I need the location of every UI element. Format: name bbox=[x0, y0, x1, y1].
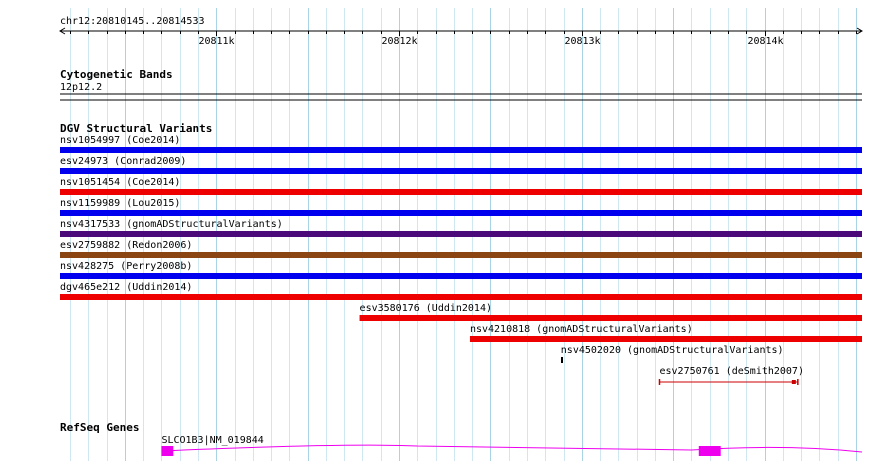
refseq-gene-label: SLCO1B3|NM_019844 bbox=[161, 435, 263, 446]
ruler-tick-label: 20814k bbox=[747, 36, 783, 47]
dgv-variant[interactable]: nsv4210818 (gnomADStructuralVariants) bbox=[469, 324, 862, 342]
dgv-variant[interactable]: dgv465e212 (Uddin2014) bbox=[60, 282, 862, 300]
dgv-variant-bar[interactable] bbox=[561, 357, 563, 363]
dgv-variant[interactable]: nsv1051454 (Coe2014) bbox=[60, 177, 862, 195]
dgv-variant-label: dgv465e212 (Uddin2014) bbox=[60, 282, 192, 293]
dgv-variant-bar[interactable] bbox=[359, 315, 862, 321]
refseq-gene[interactable]: SLCO1B3|NM_019844 bbox=[161, 435, 863, 456]
ruler-tick-label: 20811k bbox=[198, 36, 234, 47]
region-label: chr12:20810145..20814533 bbox=[60, 16, 205, 27]
dgv-variant[interactable]: esv24973 (Conrad2009) bbox=[60, 156, 862, 174]
dgv-variant-bar[interactable] bbox=[60, 210, 862, 216]
dgv-variant-label: nsv4317533 (gnomADStructuralVariants) bbox=[60, 219, 283, 230]
dgv-variant-label: esv2759882 (Redon2006) bbox=[60, 240, 192, 251]
dgv-variant-label: esv24973 (Conrad2009) bbox=[60, 156, 186, 167]
dgv-variant[interactable]: nsv4317533 (gnomADStructuralVariants) bbox=[60, 219, 862, 237]
ruler-right-arrow bbox=[856, 27, 863, 35]
dgv-variant[interactable]: nsv1054997 (Coe2014) bbox=[60, 135, 862, 153]
dgv-variant-list: nsv1054997 (Coe2014) esv24973 (Conrad2009… bbox=[60, 135, 862, 385]
refseq-gene-track: SLCO1B3|NM_019844 bbox=[161, 435, 863, 456]
dgv-variant-bar[interactable] bbox=[60, 273, 862, 279]
dgv-variant[interactable]: nsv4502020 (gnomADStructuralVariants) bbox=[561, 345, 784, 363]
dgv-variant[interactable]: esv2759882 (Redon2006) bbox=[60, 240, 862, 258]
refseq-exon[interactable] bbox=[161, 446, 174, 456]
dgv-variant-marker bbox=[791, 380, 796, 384]
dgv-variant-label: nsv4502020 (gnomADStructuralVariants) bbox=[561, 345, 784, 356]
dgv-variant-bar[interactable] bbox=[60, 294, 862, 300]
dgv-variant-label: nsv428275 (Perry2008b) bbox=[60, 261, 192, 272]
dgv-variant-label: esv3580176 (Uddin2014) bbox=[360, 303, 492, 314]
coordinate-ruler[interactable]: 20811k 20812k 20813k 20814k bbox=[59, 27, 863, 47]
dgv-variant-bar[interactable] bbox=[60, 168, 862, 174]
ruler-left-arrow bbox=[59, 27, 66, 35]
dgv-variant-label: nsv4210818 (gnomADStructuralVariants) bbox=[470, 324, 693, 335]
dgv-variant-label: nsv1159989 (Lou2015) bbox=[60, 198, 180, 209]
dgv-variant-label: nsv1051454 (Coe2014) bbox=[60, 177, 180, 188]
dgv-track-title[interactable]: DGV Structural Variants bbox=[60, 122, 212, 135]
ruler-tick-label: 20812k bbox=[381, 36, 417, 47]
dgv-variant-bar[interactable] bbox=[60, 189, 862, 195]
dgv-variant[interactable]: esv3580176 (Uddin2014) bbox=[359, 303, 862, 321]
ruler-tick-label: 20813k bbox=[564, 36, 600, 47]
dgv-variant[interactable]: nsv428275 (Perry2008b) bbox=[60, 261, 862, 279]
refseq-intron-line bbox=[161, 444, 863, 453]
dgv-variant-label: nsv1054997 (Coe2014) bbox=[60, 135, 180, 146]
cytoband-label: 12p12.2 bbox=[60, 82, 102, 93]
refseq-track-title[interactable]: RefSeq Genes bbox=[60, 421, 139, 434]
cytoband-track-title[interactable]: Cytogenetic Bands bbox=[60, 68, 173, 81]
dgv-variant-bar[interactable] bbox=[60, 252, 862, 258]
dgv-variant-label: esv2750761 (deSmith2007) bbox=[659, 366, 804, 377]
dgv-variant-bar[interactable] bbox=[469, 336, 862, 342]
dgv-variant-bar[interactable] bbox=[60, 231, 862, 237]
refseq-exon[interactable] bbox=[698, 446, 721, 456]
dgv-variant-bar[interactable] bbox=[60, 147, 862, 153]
dgv-variant[interactable]: esv2750761 (deSmith2007) bbox=[658, 366, 804, 385]
dgv-variant[interactable]: nsv1159989 (Lou2015) bbox=[60, 198, 862, 216]
